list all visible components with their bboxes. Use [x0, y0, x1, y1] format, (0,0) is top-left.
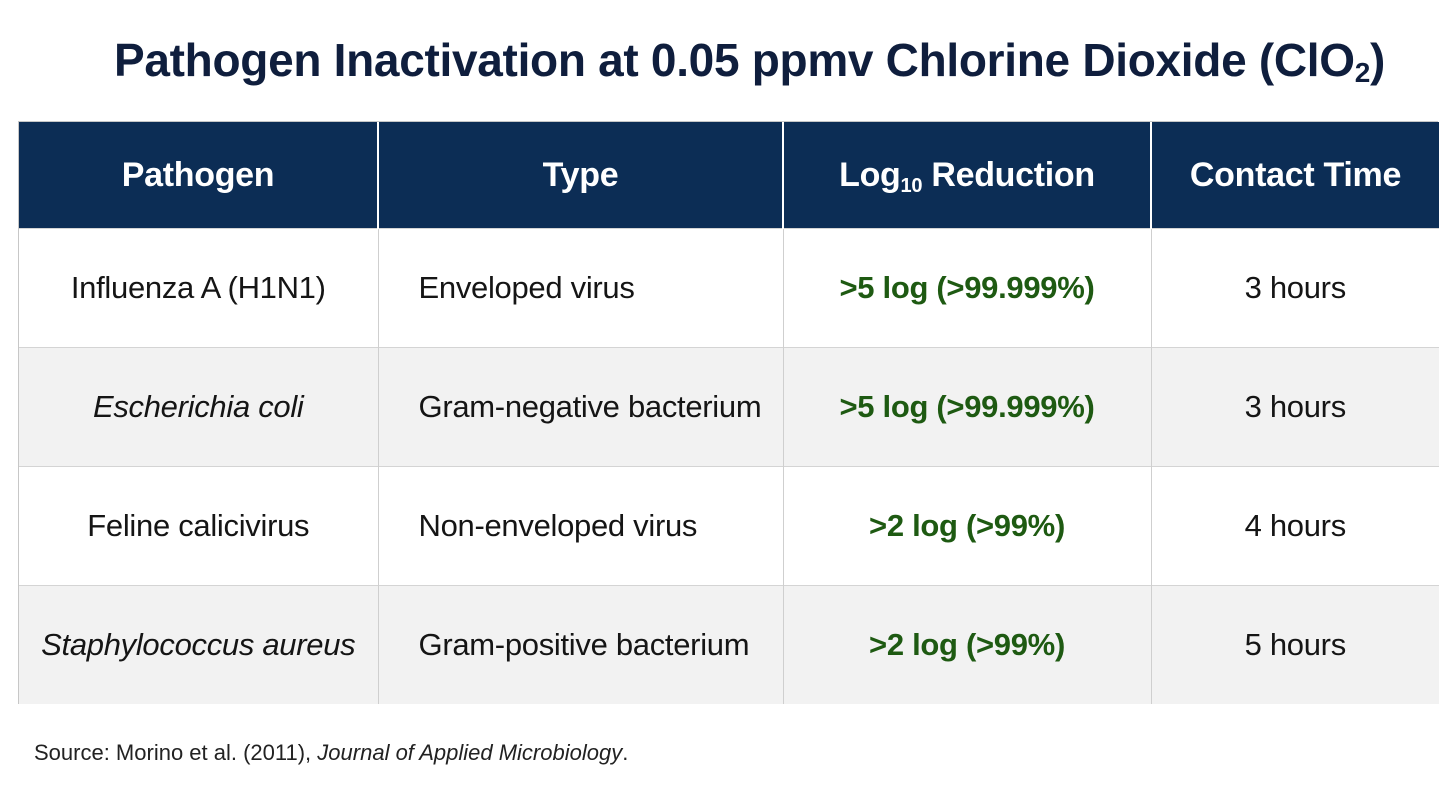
cell-type: Gram-positive bacterium [378, 585, 784, 704]
cell-type: Enveloped virus [378, 228, 784, 348]
table-row: Staphylococcus aureus Gram-positive bact… [19, 585, 1439, 704]
inactivation-table: Pathogen Type Log10 Reduction Contact Ti… [18, 121, 1439, 704]
cell-contact-time: 4 hours [1151, 466, 1439, 586]
table-row: Escherichia coli Gram-negative bacterium… [19, 347, 1439, 467]
cell-contact-time: 3 hours [1151, 347, 1439, 467]
title-subscript: 2 [1354, 57, 1371, 88]
cell-pathogen: Feline calicivirus [19, 466, 379, 586]
table-row: Feline calicivirus Non-enveloped virus >… [19, 466, 1439, 586]
table-header-row: Pathogen Type Log10 Reduction Contact Ti… [19, 122, 1439, 229]
data-table: Pathogen Type Log10 Reduction Contact Ti… [19, 122, 1439, 704]
title-close: ) [1370, 34, 1386, 86]
cell-reduction: >2 log (>99%) [783, 585, 1152, 704]
source-prefix: Source: Morino et al. (2011), [34, 740, 318, 765]
page-title: Pathogen Inactivation at 0.05 ppmv Chlor… [0, 28, 1456, 92]
cell-contact-time: 5 hours [1151, 585, 1439, 704]
cell-reduction: >2 log (>99%) [783, 466, 1152, 586]
header-pathogen: Pathogen [19, 122, 379, 229]
header-reduction: Log10 Reduction [783, 122, 1152, 229]
cell-type: Non-enveloped virus [378, 466, 784, 586]
table-row: Influenza A (H1N1) Enveloped virus >5 lo… [19, 228, 1439, 348]
cell-pathogen: Staphylococcus aureus [19, 585, 379, 704]
header-reduction-suffix: Reduction [922, 155, 1095, 194]
header-reduction-sub: 10 [900, 174, 923, 197]
header-contact-time: Contact Time [1151, 122, 1439, 229]
cell-reduction: >5 log (>99.999%) [783, 228, 1152, 348]
cell-pathogen: Influenza A (H1N1) [19, 228, 379, 348]
header-type: Type [378, 122, 784, 229]
cell-pathogen: Escherichia coli [19, 347, 379, 467]
title-main: Pathogen Inactivation at 0.05 ppmv Chlor… [114, 34, 1355, 86]
cell-contact-time: 3 hours [1151, 228, 1439, 348]
source-suffix: . [622, 740, 629, 765]
header-reduction-prefix: Log [839, 155, 901, 194]
source-citation: Source: Morino et al. (2011), Journal of… [34, 737, 628, 769]
cell-reduction: >5 log (>99.999%) [783, 347, 1152, 467]
cell-type: Gram-negative bacterium [378, 347, 784, 467]
source-journal: Journal of Applied Microbiology [317, 740, 623, 765]
